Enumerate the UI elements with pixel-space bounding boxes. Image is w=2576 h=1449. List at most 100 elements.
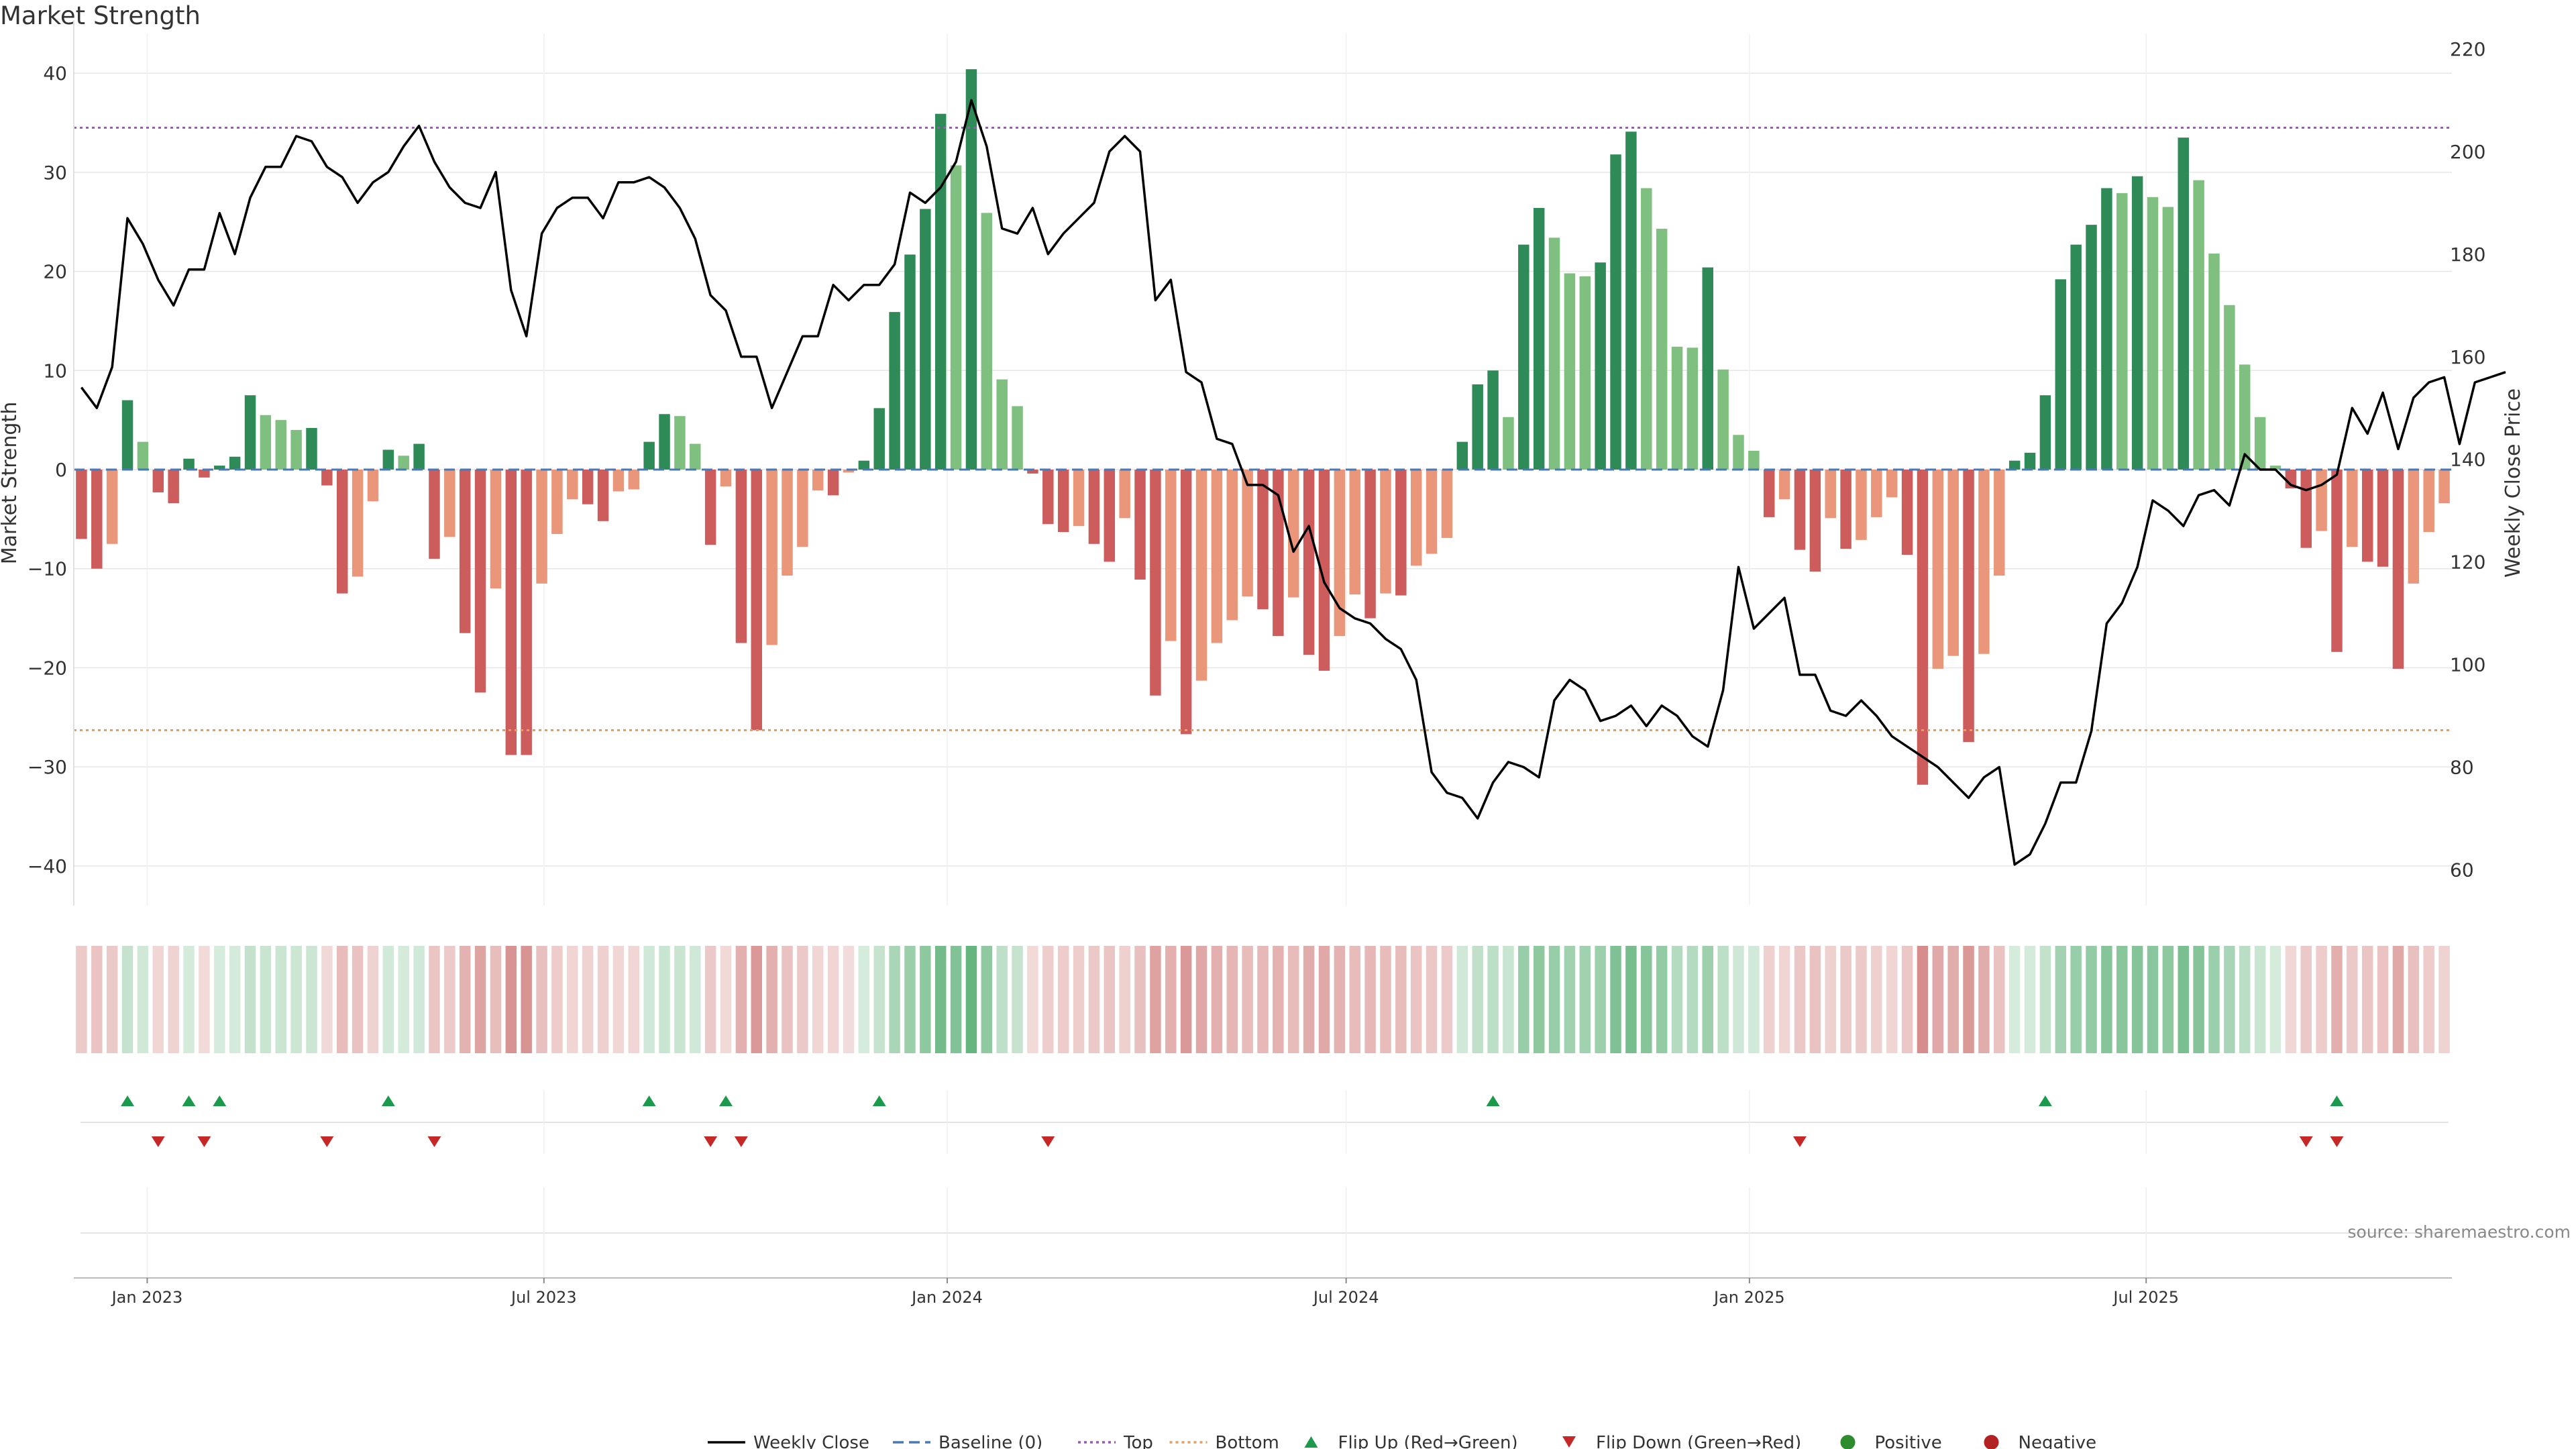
strength-bar [1426,470,1438,554]
strength-bar [1564,273,1576,470]
strength-bar [2423,470,2434,533]
heat-cell [2392,946,2404,1053]
strength-bar [782,470,793,576]
heat-cell [1717,946,1729,1053]
strength-bar [2331,470,2343,652]
flip-down-marker [2330,1136,2344,1147]
heat-cell [1042,946,1054,1053]
strength-bar [612,470,625,492]
strength-bar [1963,470,1974,743]
strength-bar [352,470,364,577]
strength-bar [1932,470,1944,669]
y2-tick-label: 160 [2450,346,2485,368]
strength-bar [1334,470,1346,637]
strength-bar [1288,470,1299,598]
strength-bar [229,456,241,470]
threshold-lines [74,126,2452,732]
y-tick-label: −30 [28,756,67,778]
heat-cell [2147,946,2159,1053]
strength-bar [2224,305,2235,470]
strength-bar [720,470,732,487]
strength-bar [858,460,870,470]
heat-cell [321,946,333,1053]
strength-bar [1886,470,1898,498]
heat-cell [934,946,947,1053]
heat-cell [1978,946,1990,1053]
heat-cell [1364,946,1376,1053]
strength-bar [1180,470,1192,735]
flip-markers-panel [80,1090,2449,1154]
y-tick-label: −10 [28,558,67,580]
heat-cell [643,946,655,1053]
strength-bar [934,113,947,470]
strength-bar [1641,188,1652,470]
heat-cell [674,946,686,1053]
heat-cell [2254,946,2266,1053]
heat-cell [551,946,563,1053]
y-tick-label: 40 [43,62,67,85]
y2-tick-label: 220 [2450,38,2485,60]
flip-down-marker [2299,1136,2313,1147]
strength-bar [1257,470,1269,610]
heat-cell [76,946,87,1053]
heat-cell [1625,946,1637,1053]
strength-bar [2193,180,2204,470]
strength-bar [2039,395,2051,470]
heat-cell [1257,946,1269,1053]
legend-label: Flip Down (Green→Red) [1596,1433,1801,1449]
legend-flip-down-icon [1562,1436,1576,1448]
strength-bar [183,458,195,470]
strength-bar [91,470,103,569]
flip-up-marker [719,1095,733,1106]
strength-bar [76,470,87,539]
y2-tick-label: 140 [2450,449,2485,471]
strength-bar [812,470,824,491]
heat-cell [1472,946,1483,1053]
strength-bar [1226,470,1238,621]
heat-cell [214,946,225,1053]
strength-bar [889,312,900,470]
strength-bar [1717,369,1729,470]
strength-bar [1856,470,1867,540]
strength-bar [1472,384,1483,470]
heat-cell [275,946,286,1053]
strength-bar [2070,244,2082,470]
heat-cell [1794,946,1806,1053]
strength-bar [1686,347,1699,470]
heat-cell [1947,946,1959,1053]
strength-bar [1764,470,1775,517]
strength-bar [1134,470,1146,580]
heat-cell [1764,946,1775,1053]
heat-cell [1610,946,1621,1053]
heat-cell [812,946,824,1053]
heat-cell [1303,946,1315,1053]
y-tick-label: −20 [28,657,67,679]
strength-bar [1994,470,2005,576]
heat-cell [1195,946,1208,1053]
strength-bar [2162,207,2174,470]
legend-label: Negative [2019,1433,2097,1449]
y-tick-label: 30 [43,162,67,184]
heat-cell [1932,946,1944,1053]
strength-bar [429,470,440,559]
strength-bar [735,470,747,643]
heat-cell [2361,946,2373,1053]
strength-bar [1625,131,1637,470]
strength-bar [382,449,394,470]
strength-bar [2438,470,2450,504]
strength-bar [582,470,594,504]
strength-bar [2147,197,2159,470]
heat-cell [889,946,900,1053]
heat-cell [1410,946,1422,1053]
bottom-timeline-panel: Jan 2023 Jul 2023 Jan 2024 Jul 2024 Jan 2025… [74,1187,2452,1307]
strength-bar [199,470,210,478]
heat-cell [2347,946,2358,1053]
heat-cell [782,946,793,1053]
strength-bar [2178,138,2189,470]
heat-cell [612,946,625,1053]
strength-bar [121,400,133,470]
heat-cell [1273,946,1284,1053]
flip-up-marker [642,1095,656,1106]
heat-cell [1518,946,1529,1053]
